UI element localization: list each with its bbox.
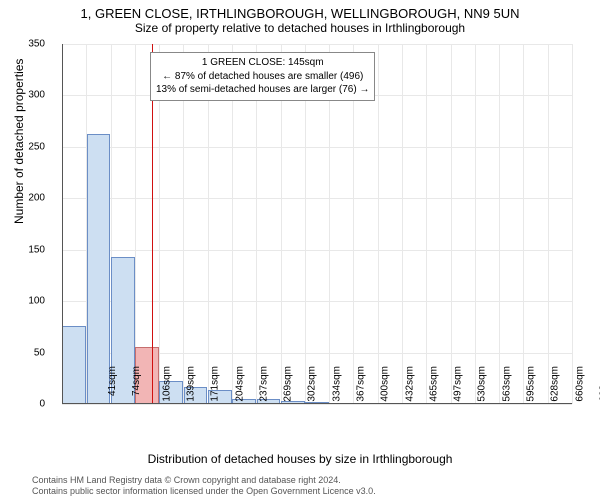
xtick-label: 530sqm <box>477 366 488 402</box>
xtick-label: 660sqm <box>574 366 585 402</box>
footer-attribution: Contains HM Land Registry data © Crown c… <box>32 475 376 498</box>
info-box-line: ← 87% of detached houses are smaller (49… <box>156 70 369 84</box>
footer-line-1: Contains HM Land Registry data © Crown c… <box>32 475 376 486</box>
xtick-label: 171sqm <box>210 366 221 402</box>
gridline-h <box>62 44 572 45</box>
xtick-label: 139sqm <box>186 366 197 402</box>
xtick-label: 41sqm <box>107 366 118 396</box>
info-box-line: 13% of semi-detached houses are larger (… <box>156 83 369 97</box>
ytick-label: 350 <box>15 39 45 50</box>
gridline-v <box>523 44 524 404</box>
ytick-label: 0 <box>15 399 45 410</box>
ytick-label: 100 <box>15 296 45 307</box>
gridline-v <box>499 44 500 404</box>
xtick-label: 269sqm <box>283 366 294 402</box>
xtick-label: 563sqm <box>501 366 512 402</box>
xtick-label: 465sqm <box>428 366 439 402</box>
xtick-label: 432sqm <box>404 366 415 402</box>
ytick-label: 50 <box>15 347 45 358</box>
xtick-label: 334sqm <box>331 366 342 402</box>
gridline-h <box>62 404 572 405</box>
gridline-v <box>378 44 379 404</box>
ytick-label: 150 <box>15 244 45 255</box>
page-subtitle: Size of property relative to detached ho… <box>0 21 600 39</box>
gridline-v <box>548 44 549 404</box>
xtick-label: 628sqm <box>550 366 561 402</box>
gridline-v <box>475 44 476 404</box>
ytick-label: 250 <box>15 141 45 152</box>
xtick-label: 367sqm <box>356 366 367 402</box>
gridline-h <box>62 250 572 251</box>
y-axis-line <box>62 44 63 404</box>
xtick-label: 106sqm <box>161 366 172 402</box>
histogram-bar <box>87 134 111 405</box>
page-title: 1, GREEN CLOSE, IRTHLINGBOROUGH, WELLING… <box>0 0 600 21</box>
gridline-h <box>62 198 572 199</box>
xtick-label: 497sqm <box>453 366 464 402</box>
x-axis-line <box>62 403 572 404</box>
gridline-v <box>402 44 403 404</box>
histogram-bar <box>62 326 86 404</box>
x-axis-label: Distribution of detached houses by size … <box>0 452 600 466</box>
gridline-v <box>451 44 452 404</box>
chart-area: 1 GREEN CLOSE: 145sqm← 87% of detached h… <box>62 44 572 404</box>
gridline-h <box>62 147 572 148</box>
gridline-h <box>62 301 572 302</box>
info-box-line: 1 GREEN CLOSE: 145sqm <box>156 56 369 70</box>
ytick-label: 300 <box>15 90 45 101</box>
xtick-label: 74sqm <box>131 366 142 396</box>
xtick-label: 237sqm <box>258 366 269 402</box>
xtick-label: 400sqm <box>380 366 391 402</box>
footer-line-2: Contains public sector information licen… <box>32 486 376 497</box>
xtick-label: 204sqm <box>234 366 245 402</box>
info-box: 1 GREEN CLOSE: 145sqm← 87% of detached h… <box>150 52 375 101</box>
gridline-v <box>572 44 573 404</box>
plot-area: 1 GREEN CLOSE: 145sqm← 87% of detached h… <box>62 44 572 404</box>
gridline-v <box>426 44 427 404</box>
xtick-label: 595sqm <box>526 366 537 402</box>
xtick-label: 302sqm <box>307 366 318 402</box>
ytick-label: 200 <box>15 193 45 204</box>
